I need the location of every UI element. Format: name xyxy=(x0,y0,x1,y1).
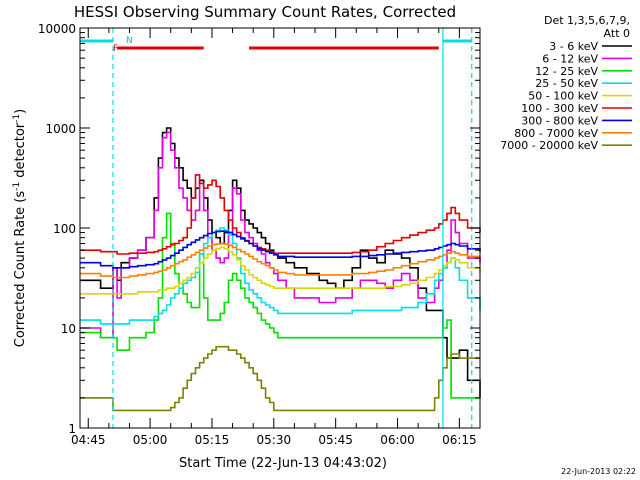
y-tick-label: 10000 xyxy=(38,22,76,36)
x-tick-label: 06:15 xyxy=(442,433,477,447)
legend-label-1: 6 - 12 keV xyxy=(542,52,598,65)
flag-label-f: F xyxy=(113,44,118,54)
legend-header-line1: Det 1,3,5,6,7,9, xyxy=(544,14,630,27)
x-tick-label: 05:15 xyxy=(195,433,230,447)
legend-header-line2: Att 0 xyxy=(604,27,630,40)
series-line-2 xyxy=(80,212,480,399)
legend-label-8: 7000 - 20000 keV xyxy=(500,139,598,152)
series-line-8 xyxy=(80,345,480,412)
chart-title: HESSI Observing Summary Count Rates, Cor… xyxy=(74,3,456,21)
y-axis-title-sup: -1 xyxy=(12,182,22,191)
series-layer xyxy=(80,127,481,412)
timestamp: 22-Jun-2013 02:22 xyxy=(561,467,636,476)
y-tick-label: 1000 xyxy=(45,122,76,136)
legend-label-2: 12 - 25 keV xyxy=(535,65,598,78)
plot-frame xyxy=(79,27,481,429)
x-tick-label: 05:45 xyxy=(318,433,353,447)
flags-layer xyxy=(80,28,473,428)
plot-area xyxy=(80,28,481,428)
flag-label-n: N xyxy=(126,36,133,46)
y-axis-title-end: ) xyxy=(13,109,28,114)
legend-label-7: 800 - 7000 keV xyxy=(514,127,598,140)
legend-label-6: 300 - 800 keV xyxy=(521,114,598,127)
legend-label-4: 50 - 100 keV xyxy=(528,90,598,103)
y-tick-label: 1 xyxy=(68,422,76,436)
series-line-1 xyxy=(80,131,481,339)
series-line-3 xyxy=(80,227,481,325)
y-ticks: 1 10 100 1000 10000 xyxy=(38,22,480,436)
y-axis-title-base: Corrected Count Rate (s xyxy=(13,191,28,348)
series-line-7 xyxy=(80,242,481,279)
y-tick-label: 100 xyxy=(53,222,76,236)
x-tick-label: 05:00 xyxy=(133,433,168,447)
x-tick-label: 04:45 xyxy=(71,433,106,447)
y-axis-title-sup2: -1 xyxy=(12,114,22,123)
legend-label-0: 3 - 6 keV xyxy=(549,40,598,53)
series-line-6 xyxy=(80,230,481,269)
x-tick-label: 06:00 xyxy=(380,433,415,447)
y-axis-title-mid: detector xyxy=(13,122,28,182)
x-axis-title: Start Time (22-Jun-13 04:43:02) xyxy=(179,456,387,471)
series-line-0 xyxy=(80,127,481,398)
y-tick-label: 10 xyxy=(61,322,76,336)
y-axis-title: Corrected Count Rate (s-1 detector-1) xyxy=(12,109,28,347)
series-line-4 xyxy=(80,246,481,295)
legend-label-5: 100 - 300 keV xyxy=(521,102,598,115)
x-tick-label: 05:30 xyxy=(257,433,292,447)
x-ticks: 04:45 05:00 05:15 05:30 05:45 06:00 06:15 xyxy=(71,28,477,447)
legend-label-3: 25 - 50 keV xyxy=(535,77,598,90)
series-line-5 xyxy=(80,174,481,255)
